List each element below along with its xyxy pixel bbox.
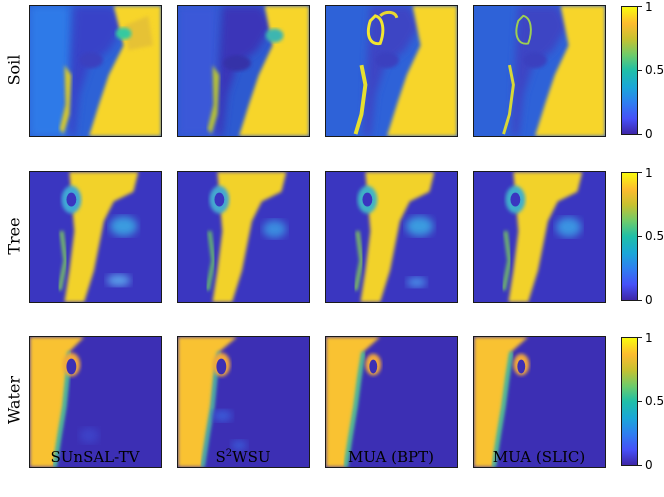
colorbar-tree-tick-0: [638, 300, 642, 301]
row-label-soil: Soil: [4, 54, 24, 86]
colorbar-tree-label-05: 0.5: [645, 229, 664, 243]
colorbar-soil-tick-0: [638, 134, 642, 135]
tree-map-mua-slic: [473, 171, 606, 303]
colorbar-tree-tick-05: [638, 236, 642, 237]
col-label-mua-bpt-text: MUA (BPT): [348, 448, 434, 466]
soil-map-s2wsu: [177, 5, 310, 137]
col-label-sunsal-tv: SUnSAL-TV: [50, 448, 139, 466]
water-map-mua-bpt: [325, 336, 458, 468]
colorbar-tree: [621, 172, 638, 301]
col-label-s2wsu-sup: 2: [225, 448, 233, 459]
row-label-tree: Tree: [4, 217, 24, 255]
colorbar-tree-tick-1: [638, 172, 642, 173]
tree-map-sunsal-tv: [29, 171, 162, 303]
water-map-sunsal-tv: [29, 336, 162, 468]
colorbar-water-label-05: 0.5: [645, 394, 664, 408]
soil-map-sunsal-tv: [29, 5, 162, 137]
colorbar-soil-label-1: 1: [645, 0, 653, 14]
col-label-s2wsu-base: S: [215, 448, 226, 466]
col-label-s2wsu-rest: WSU: [232, 448, 271, 466]
tree-map-s2wsu: [177, 171, 310, 303]
tree-map-mua-bpt: [325, 171, 458, 303]
colorbar-water-tick-05: [638, 401, 642, 402]
row-label-water: Water: [4, 375, 24, 425]
colorbar-water-tick-0: [638, 465, 642, 466]
colorbar-tree-label-0: 0: [645, 293, 653, 307]
colorbar-soil-tick-05: [638, 70, 642, 71]
colorbar-soil-label-05: 0.5: [645, 63, 664, 77]
colorbar-water-tick-1: [638, 337, 642, 338]
col-label-mua-bpt: MUA (BPT): [348, 448, 434, 466]
col-label-mua-slic: MUA (SLIC): [493, 448, 585, 466]
col-label-sunsal-tv-text: SUnSAL-TV: [50, 448, 140, 466]
water-map-s2wsu: [177, 336, 310, 468]
colorbar-soil-tick-1: [638, 6, 642, 7]
colorbar-soil-label-0: 0: [645, 127, 653, 141]
soil-map-mua-slic: [473, 5, 606, 137]
colorbar-water-label-1: 1: [645, 331, 653, 345]
soil-map-mua-bpt: [325, 5, 458, 137]
colorbar-tree-label-1: 1: [645, 166, 653, 180]
colorbar-soil: [621, 6, 638, 135]
water-map-mua-slic: [473, 336, 606, 468]
col-label-s2wsu: S2WSU: [216, 448, 271, 466]
colorbar-water-label-0: 0: [645, 458, 653, 472]
col-label-mua-slic-text: MUA (SLIC): [492, 448, 586, 466]
colorbar-water: [621, 337, 638, 466]
